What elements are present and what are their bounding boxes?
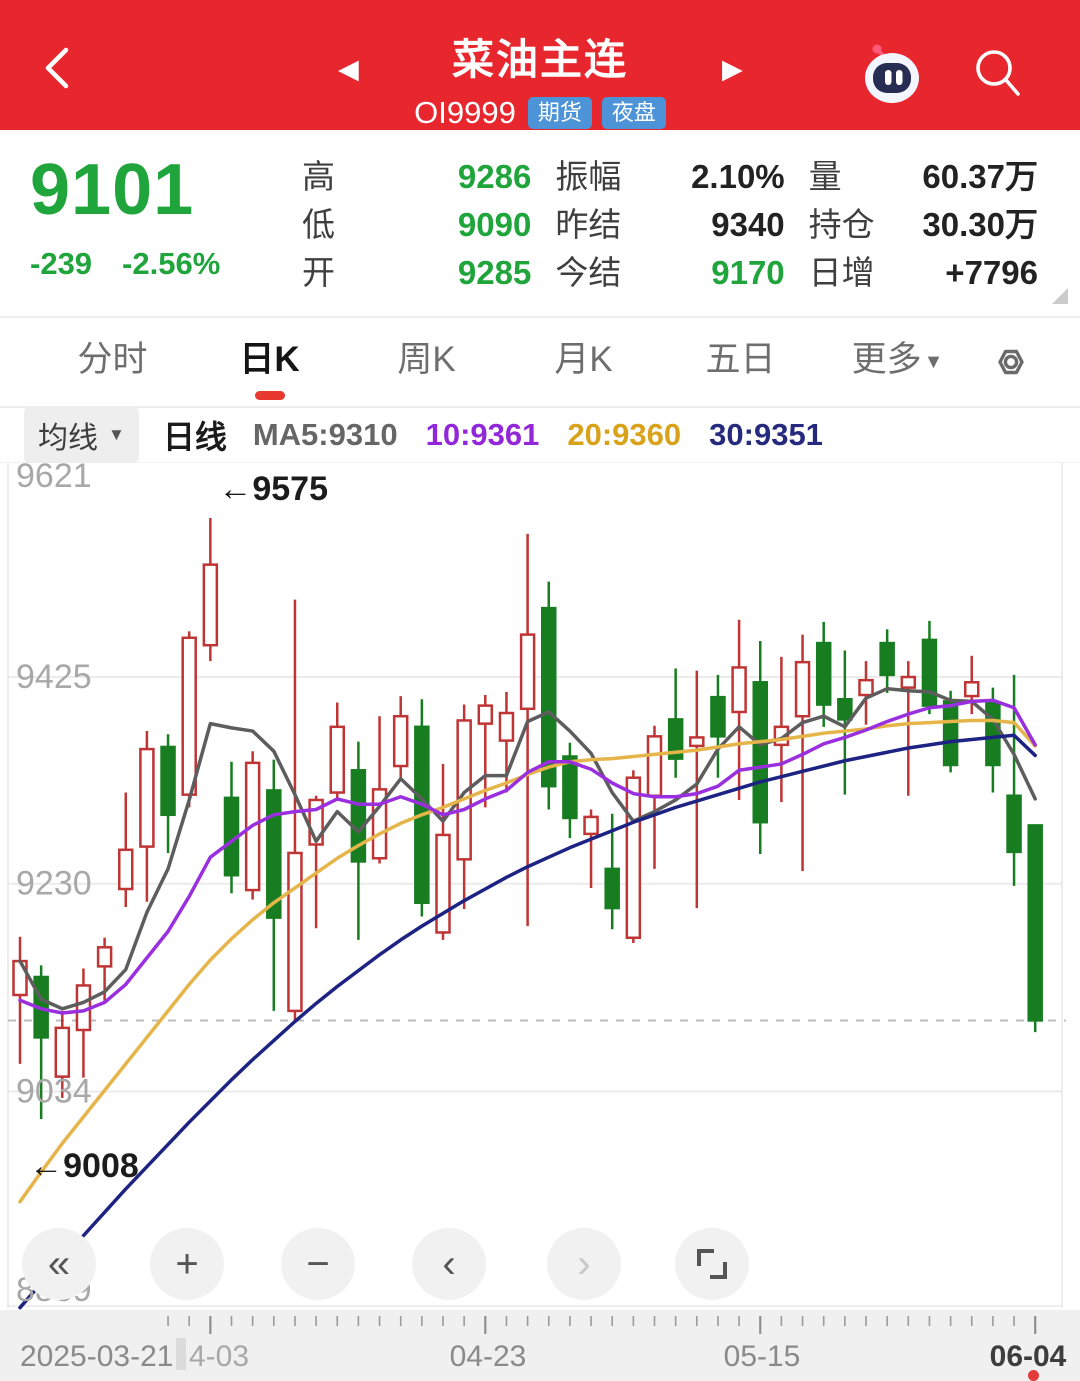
quote-row: 持仓 30.30万 bbox=[809, 202, 1038, 248]
current-day-dot bbox=[1028, 1370, 1039, 1381]
quote-value: 9285 bbox=[457, 254, 532, 291]
last-price: 9101 bbox=[30, 150, 195, 230]
ma-value-20: 20:9360 bbox=[567, 417, 682, 452]
next-contract-arrow[interactable]: ▶ bbox=[722, 54, 743, 84]
prev-contract-arrow[interactable]: ◀ bbox=[338, 54, 359, 84]
quote-label: 振幅 bbox=[555, 158, 622, 195]
pan-right-button: › bbox=[547, 1228, 621, 1300]
quote-row: 今结 9170 bbox=[555, 250, 784, 296]
quote-row: 高 9286 bbox=[302, 154, 531, 200]
tab-日K[interactable]: 日K bbox=[191, 318, 348, 406]
quote-row: 量 60.37万 bbox=[809, 154, 1038, 200]
quote-value: 60.37万 bbox=[922, 158, 1038, 195]
quote-label: 低 bbox=[302, 206, 335, 243]
quote-value: +7796 bbox=[945, 254, 1038, 291]
quote-row: 开 9285 bbox=[302, 250, 531, 296]
quote-column-0: 高 9286 低 9090 开 9285 bbox=[302, 152, 531, 296]
quote-label: 高 bbox=[302, 158, 335, 195]
pan-left-button[interactable]: ‹ bbox=[412, 1228, 486, 1300]
contract-badge: 期货 bbox=[527, 97, 592, 129]
back-button[interactable] bbox=[38, 44, 78, 92]
rewind-button[interactable]: « bbox=[22, 1228, 96, 1300]
ma-selector-dropdown[interactable]: 均线 ▼ bbox=[24, 407, 139, 463]
tabs-row: 分时 日K 周K 月K 五日 更多 ▼ bbox=[34, 318, 976, 406]
quote-label: 昨结 bbox=[555, 206, 622, 243]
quote-label: 持仓 bbox=[808, 206, 875, 243]
tab-五日[interactable]: 五日 bbox=[705, 340, 776, 379]
axis-edge-marker bbox=[176, 1338, 186, 1370]
price-change: -239 bbox=[30, 246, 93, 281]
quote-row: 昨结 9340 bbox=[555, 202, 784, 248]
badge-list: 期货 夜盘 bbox=[527, 97, 666, 129]
quote-row: 振幅 2.10% bbox=[555, 154, 784, 200]
quote-label: 今结 bbox=[555, 254, 622, 291]
period-tab-bar: 分时 日K 周K 月K 五日 更多 ▼ bbox=[0, 318, 1080, 408]
price-block: 9101 -239 -2.56% bbox=[30, 152, 302, 296]
gear-icon bbox=[998, 349, 1024, 375]
quote-value: 30.30万 bbox=[922, 206, 1038, 243]
quote-value: 9090 bbox=[457, 206, 532, 243]
quote-column-2: 量 60.37万持仓 30.30万日增 +7796 bbox=[809, 152, 1038, 296]
ma-period-label: 日线 bbox=[162, 419, 227, 455]
x-axis-label: 06-04 bbox=[989, 1340, 1067, 1373]
svg-text:←9008: ←9008 bbox=[29, 1147, 139, 1185]
ma-value-10: 10:9361 bbox=[425, 417, 540, 452]
svg-text:9230: 9230 bbox=[16, 865, 92, 903]
quote-column-1: 振幅 2.10% 昨结 9340 今结 9170 bbox=[555, 152, 784, 296]
quote-value: 9170 bbox=[711, 254, 785, 291]
quote-value: 2.10% bbox=[691, 158, 785, 195]
chevron-down-icon: ▼ bbox=[923, 351, 944, 373]
ma-values: MA5:9310 10:9361 20:9360 30:9351 bbox=[253, 417, 823, 453]
chart-settings-button[interactable] bbox=[976, 318, 1046, 406]
quote-label: 量 bbox=[808, 158, 842, 195]
search-button[interactable] bbox=[972, 46, 1024, 102]
x-axis-label: 2025-03-21 bbox=[20, 1340, 174, 1373]
chevron-down-icon: ▼ bbox=[108, 425, 125, 444]
search-icon bbox=[976, 50, 1020, 96]
x-axis-label: 4-03 bbox=[188, 1340, 250, 1373]
x-axis-label: 04-23 bbox=[449, 1340, 527, 1373]
header: 菜油主连 OI9999 期货 夜盘 ◀ ▶ bbox=[0, 0, 1080, 130]
fullscreen-icon bbox=[697, 1249, 727, 1279]
zoom-out-button[interactable]: − bbox=[281, 1228, 355, 1300]
quote-value: 9286 bbox=[457, 158, 532, 195]
resize-corner-icon[interactable] bbox=[1052, 288, 1068, 304]
quote-label: 日增 bbox=[808, 254, 875, 291]
robot-icon bbox=[865, 44, 919, 103]
svg-text:9621: 9621 bbox=[16, 463, 92, 495]
tab-周K[interactable]: 周K bbox=[397, 340, 456, 379]
quote-panel: 9101 -239 -2.56% 高 9286 低 9090 开 9285 振幅 2.10% 昨… bbox=[0, 130, 1080, 318]
back-chevron-icon bbox=[45, 47, 69, 89]
tab-分时[interactable]: 分时 bbox=[77, 340, 148, 379]
contract-badge: 夜盘 bbox=[601, 97, 666, 129]
ma-legend-bar: 均线 ▼ 日线 MA5:9310 10:9361 20:9360 30:9351 bbox=[0, 407, 1080, 463]
ma-value-30: 30:9351 bbox=[709, 417, 823, 452]
quote-value: 9340 bbox=[711, 206, 785, 243]
page-title: 菜油主连 bbox=[451, 36, 628, 83]
kline-plot[interactable]: 96219425923090348839←9575←9008 bbox=[0, 463, 1080, 1310]
ai-assistant-button[interactable] bbox=[858, 42, 922, 104]
quote-row: 日增 +7796 bbox=[809, 250, 1038, 296]
svg-text:9034: 9034 bbox=[16, 1072, 92, 1110]
contract-code: OI9999 bbox=[414, 95, 516, 130]
x-axis-ticks bbox=[167, 1316, 1037, 1334]
kline-chart-area[interactable]: 96219425923090348839←9575←9008 «+−‹› bbox=[0, 463, 1080, 1310]
header-title-block: 菜油主连 OI9999 期货 夜盘 bbox=[0, 0, 1080, 131]
tab-月K[interactable]: 月K bbox=[554, 340, 613, 379]
price-change-pct: -2.56% bbox=[122, 246, 221, 281]
x-axis-strip[interactable]: 2025-03-21 4-03 04-23 05-15 06-04 bbox=[0, 1310, 1080, 1381]
quote-label: 开 bbox=[302, 254, 335, 291]
zoom-in-button[interactable]: + bbox=[150, 1228, 224, 1300]
quote-columns: 高 9286 低 9090 开 9285 振幅 2.10% 昨结 9340 今结 9170 量 60.37… bbox=[302, 152, 1062, 296]
ma-selector-label: 均线 bbox=[38, 422, 98, 455]
fullscreen-button[interactable] bbox=[675, 1228, 749, 1300]
svg-text:←9575: ←9575 bbox=[218, 470, 328, 508]
x-axis-label: 05-15 bbox=[723, 1340, 801, 1373]
ma-value-MA5: MA5:9310 bbox=[252, 417, 398, 452]
quote-row: 低 9090 bbox=[302, 202, 531, 248]
tab-更多[interactable]: 更多 ▼ bbox=[851, 340, 944, 379]
svg-text:9425: 9425 bbox=[16, 658, 92, 696]
